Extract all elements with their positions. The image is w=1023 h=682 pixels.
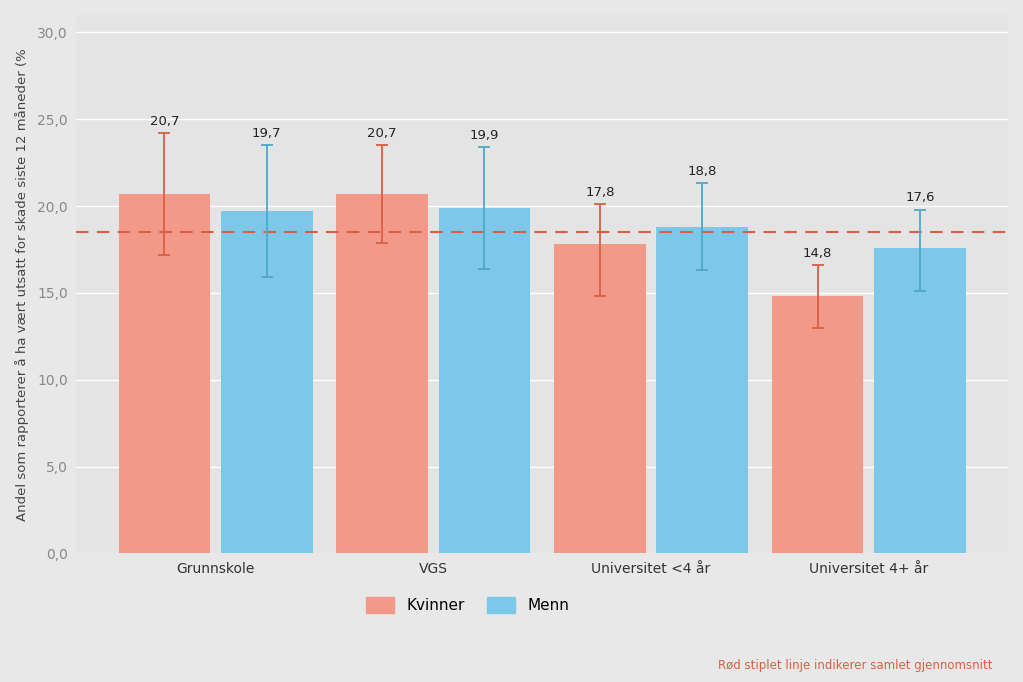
Text: 20,7: 20,7 <box>149 115 179 128</box>
Legend: Kvinner, Menn: Kvinner, Menn <box>359 590 577 621</box>
Text: 14,8: 14,8 <box>803 247 833 260</box>
Bar <box>875 248 966 553</box>
Text: 18,8: 18,8 <box>687 165 717 178</box>
Text: 17,8: 17,8 <box>585 186 615 199</box>
Text: Rød stiplet linje indikerer samlet gjennomsnitt: Rød stiplet linje indikerer samlet gjenn… <box>718 659 992 672</box>
Y-axis label: Andel som rapporterer å ha vært utsatt for skade siste 12 måneder (%: Andel som rapporterer å ha vært utsatt f… <box>15 48 29 520</box>
Bar <box>439 208 530 553</box>
Text: 17,6: 17,6 <box>905 192 935 205</box>
Bar <box>119 194 210 553</box>
Bar <box>554 244 646 553</box>
Bar <box>337 194 428 553</box>
Text: 19,9: 19,9 <box>470 129 499 142</box>
Text: 20,7: 20,7 <box>367 127 397 140</box>
Text: 19,7: 19,7 <box>252 127 281 140</box>
Bar <box>772 297 863 553</box>
Bar <box>221 211 312 553</box>
Bar <box>657 227 748 553</box>
